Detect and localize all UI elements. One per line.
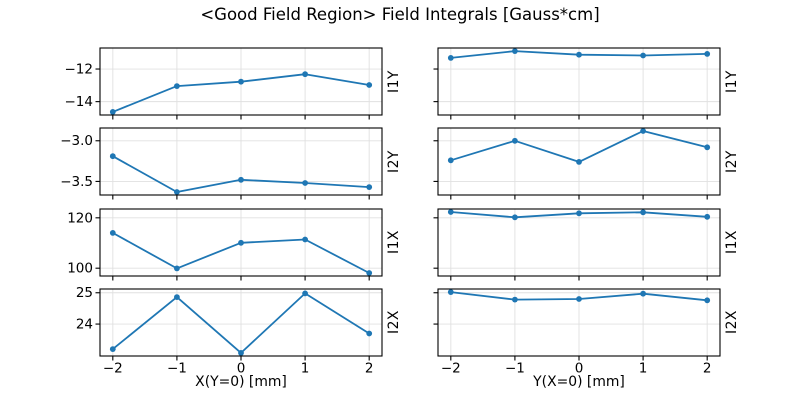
- data-point: [109, 153, 116, 160]
- data-point: [576, 210, 582, 217]
- x-tick-label: −2: [103, 361, 123, 377]
- data-point: [174, 83, 180, 89]
- data-point: [512, 48, 518, 54]
- row-ylabel-i1x-col0: I1X: [386, 230, 402, 255]
- data-point: [366, 82, 373, 88]
- subplot-i2x-col0: 25 24 −2 −1 0 1 2: [76, 285, 383, 377]
- data-point: [640, 209, 646, 216]
- subplot-i1x-col0: 120 100: [67, 208, 383, 281]
- y-tick-label: −3.0: [60, 133, 93, 149]
- data-point: [640, 128, 646, 134]
- data-point: [238, 78, 244, 85]
- data-point: [109, 109, 116, 115]
- x-tick-label: 0: [575, 361, 584, 377]
- data-point: [238, 176, 244, 183]
- y-tick-label: 100: [67, 261, 93, 277]
- row-ylabel-i1x-col1: I1X: [724, 230, 740, 255]
- data-point: [447, 157, 454, 164]
- x-axis-label-left-column: X(Y=0) [mm]: [195, 374, 287, 390]
- y-tick-label: −12: [65, 61, 94, 77]
- data-point: [109, 230, 116, 236]
- y-tick-label: −14: [65, 94, 94, 110]
- data-point: [302, 71, 308, 78]
- subplot-i1x-col1: [433, 208, 721, 281]
- subplot-i2x-col1: −2 −1 0 1 2: [433, 288, 721, 377]
- subplot-i1y-col1: [433, 47, 721, 120]
- data-point: [512, 137, 518, 144]
- data-point: [447, 55, 454, 61]
- x-axis-label-right-column: Y(X=0) [mm]: [533, 374, 625, 390]
- data-point: [704, 51, 711, 57]
- row-ylabel-i1y-col0: I1Y: [386, 70, 402, 93]
- data-point: [366, 270, 373, 276]
- subplot-i2y-col0: −3.0 −3.5: [60, 127, 383, 200]
- row-ylabel-i2x-col0: I2X: [386, 310, 402, 335]
- x-tick-label: −1: [505, 361, 525, 377]
- data-point: [704, 213, 711, 220]
- data-point: [640, 290, 646, 297]
- data-point: [512, 214, 518, 221]
- data-point: [447, 289, 454, 295]
- data-point: [109, 346, 116, 352]
- x-tick-label: 0: [237, 361, 246, 377]
- data-point: [512, 296, 518, 303]
- y-tick-label: −3.5: [60, 174, 93, 190]
- data-point: [447, 209, 454, 215]
- x-tick-label: 1: [639, 361, 648, 377]
- data-point: [576, 296, 582, 302]
- data-point: [174, 265, 180, 272]
- y-tick-label: 25: [76, 285, 93, 301]
- data-point: [704, 144, 711, 151]
- data-point: [174, 189, 180, 195]
- data-point: [302, 180, 308, 186]
- data-point: [366, 330, 373, 337]
- data-point: [302, 290, 308, 297]
- data-point: [576, 159, 582, 165]
- x-tick-label: 1: [301, 361, 310, 377]
- data-point: [238, 239, 244, 246]
- y-tick-label: 24: [76, 317, 93, 333]
- subplot-i1y-col0: −12 −14: [65, 47, 383, 120]
- row-ylabel-i2x-col1: I2X: [724, 310, 740, 335]
- figure-title: <Good Field Region> Field Integrals [Gau…: [200, 5, 600, 24]
- row-ylabel-i2y-col0: I2Y: [386, 150, 402, 173]
- data-point: [576, 51, 582, 58]
- data-point: [640, 52, 646, 59]
- row-ylabel-i1y-col1: I1Y: [724, 70, 740, 93]
- x-tick-label: 2: [365, 361, 374, 377]
- data-point: [238, 350, 244, 356]
- subplot-i2y-col1: [433, 127, 721, 200]
- x-tick-label: −1: [167, 361, 187, 377]
- data-point: [302, 236, 308, 243]
- data-point: [174, 294, 180, 300]
- y-tick-label: 120: [67, 210, 93, 226]
- x-tick-label: 2: [703, 361, 712, 377]
- x-tick-label: −2: [441, 361, 461, 377]
- data-point: [704, 297, 711, 304]
- row-ylabel-i2y-col1: I2Y: [724, 150, 740, 173]
- data-point: [366, 184, 373, 191]
